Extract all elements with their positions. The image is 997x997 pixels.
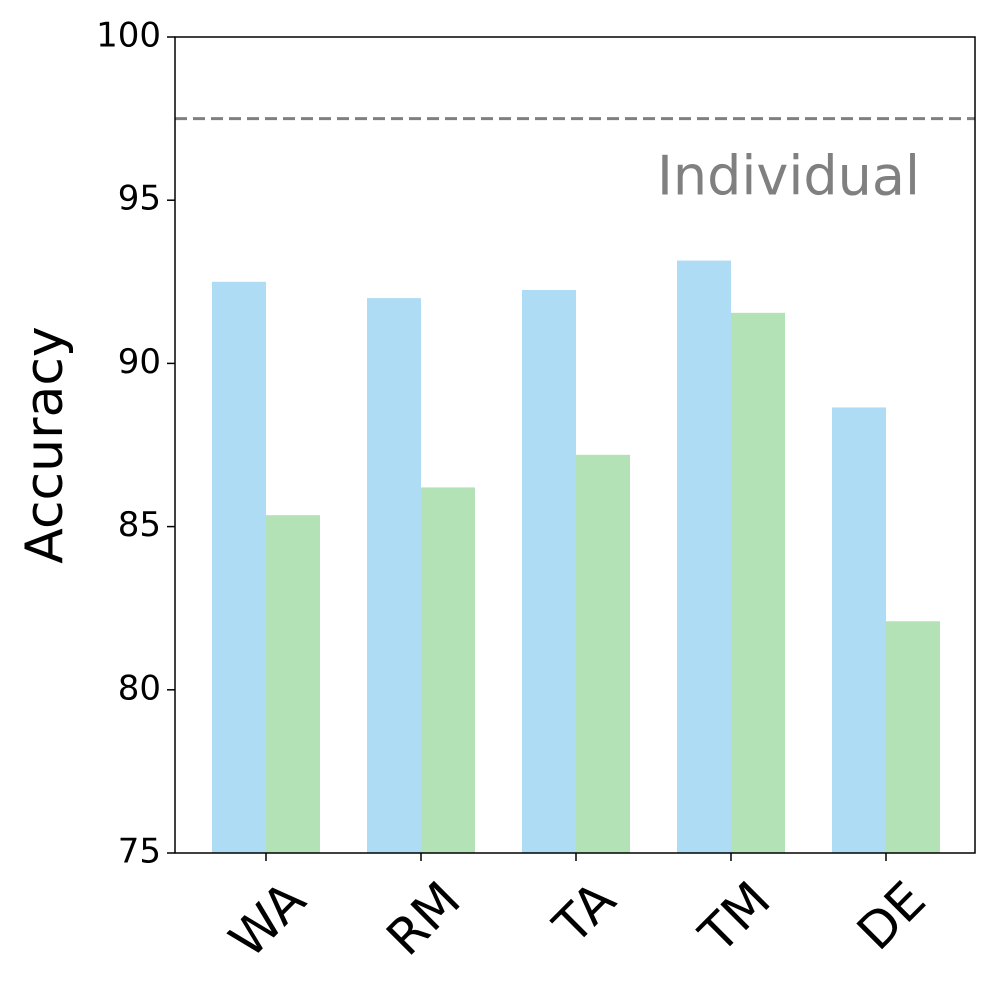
- bar: [576, 454, 630, 853]
- bar: [367, 298, 421, 853]
- bar: [212, 281, 266, 853]
- y-axis-label: Accuracy: [15, 326, 75, 563]
- bar: [266, 515, 320, 853]
- x-tick-label: RM: [376, 871, 472, 967]
- x-tick-label: WA: [218, 871, 316, 969]
- y-tick-label: 95: [118, 179, 161, 219]
- y-tick-label: 85: [118, 505, 161, 545]
- x-tick-label: TA: [542, 871, 627, 956]
- bar: [886, 621, 940, 853]
- x-tick-label: DE: [846, 871, 937, 962]
- reference-label: Individual: [657, 145, 920, 208]
- x-tick-label: TM: [688, 871, 782, 965]
- y-tick-label: 90: [118, 342, 161, 382]
- y-tick-label: 80: [118, 668, 161, 708]
- y-tick-label: 75: [118, 832, 161, 872]
- y-tick-label: 100: [96, 16, 161, 56]
- bar: [731, 312, 785, 854]
- bar: [522, 289, 576, 854]
- bar: [421, 487, 475, 853]
- plot-frame: [174, 36, 976, 854]
- bar: [832, 407, 886, 853]
- bar: [677, 260, 731, 854]
